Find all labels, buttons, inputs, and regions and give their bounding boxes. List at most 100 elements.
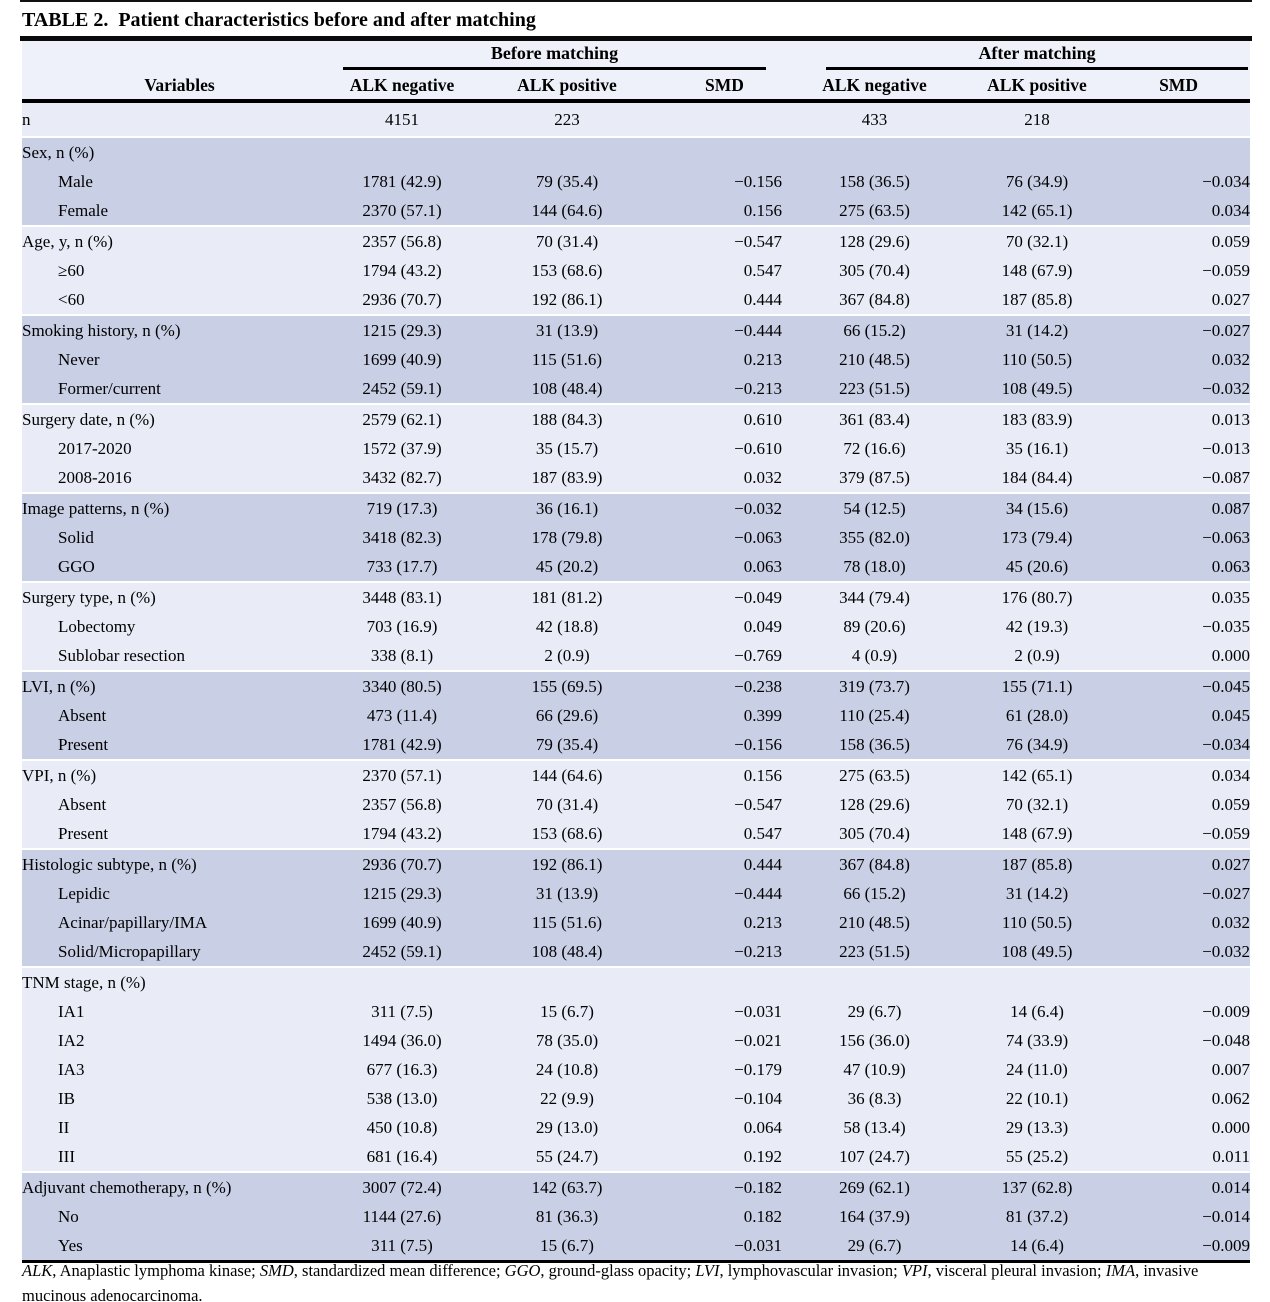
cell-before-alk-positive: 70 (31.4) — [467, 790, 667, 819]
row-label: Solid/Micropapillary — [22, 937, 337, 967]
cell-before-alk-positive: 2 (0.9) — [467, 641, 667, 671]
cell-after-alk-positive: 184 (84.4) — [967, 463, 1107, 493]
cell-before-smd: −0.031 — [667, 997, 782, 1026]
table-row: Adjuvant chemotherapy, n (%) 3007 (72.4) 1… — [22, 1171, 1251, 1202]
footnote-abbreviation: IMA — [1105, 1261, 1136, 1280]
cell-before-alk-positive: 31 (13.9) — [467, 314, 667, 345]
table-section: Smoking history, n (%) 1215 (29.3) 31 (13.… — [22, 314, 1251, 404]
cell-before-alk-negative: 473 (11.4) — [337, 701, 467, 730]
cell-before-alk-negative: 1781 (42.9) — [337, 167, 467, 196]
cell-after-smd — [1107, 966, 1251, 997]
cell-after-smd: −0.027 — [1107, 314, 1251, 345]
cell-after-alk-positive: 155 (71.1) — [967, 670, 1107, 701]
cell-before-alk-negative: 311 (7.5) — [337, 1231, 467, 1262]
table-section: Sex, n (%) Male 1781 (42.9) 79 (35.4) −0.156… — [22, 136, 1251, 226]
row-label: Image patterns, n (%) — [22, 492, 337, 523]
cell-before-alk-positive: 15 (6.7) — [467, 997, 667, 1026]
cell-before-alk-positive — [467, 966, 667, 997]
cell-after-alk-negative: 344 (79.4) — [782, 581, 967, 612]
cell-before-alk-positive: 15 (6.7) — [467, 1231, 667, 1262]
cell-after-smd: −0.059 — [1107, 256, 1251, 285]
cell-after-smd: −0.032 — [1107, 374, 1251, 404]
cell-after-alk-negative: 210 (48.5) — [782, 345, 967, 374]
cell-before-smd: −0.031 — [667, 1231, 782, 1262]
cell-before-alk-positive: 144 (64.6) — [467, 196, 667, 226]
cell-before-smd: −0.238 — [667, 670, 782, 701]
cell-after-alk-positive: 81 (37.2) — [967, 1202, 1107, 1231]
row-label: Age, y, n (%) — [22, 225, 337, 256]
table-section: VPI, n (%) 2370 (57.1) 144 (64.6) 0.156 275 … — [22, 759, 1251, 849]
col-header-after-smd: SMD — [1107, 71, 1251, 103]
cell-before-alk-negative: 3007 (72.4) — [337, 1171, 467, 1202]
cell-after-alk-positive: 74 (33.9) — [967, 1026, 1107, 1055]
cell-after-smd: 0.007 — [1107, 1055, 1251, 1084]
row-label: Lobectomy — [22, 612, 337, 641]
cell-after-alk-negative: 4 (0.9) — [782, 641, 967, 671]
table-number: TABLE 2. — [22, 9, 109, 31]
group-before-label: Before matching — [343, 43, 766, 70]
cell-after-smd: −0.009 — [1107, 1231, 1251, 1262]
cell-before-alk-negative: 1572 (37.9) — [337, 434, 467, 463]
row-label: III — [22, 1142, 337, 1172]
cell-after-alk-negative: 29 (6.7) — [782, 1231, 967, 1262]
cell-after-alk-negative: 66 (15.2) — [782, 879, 967, 908]
cell-after-alk-positive: 137 (62.8) — [967, 1171, 1107, 1202]
cell-before-smd: 0.182 — [667, 1202, 782, 1231]
cell-before-smd: 0.444 — [667, 848, 782, 879]
row-label: Absent — [22, 790, 337, 819]
cell-after-alk-negative: 36 (8.3) — [782, 1084, 967, 1113]
top-rule — [20, 0, 1252, 2]
cell-before-alk-positive: 181 (81.2) — [467, 581, 667, 612]
cell-before-alk-positive: 35 (15.7) — [467, 434, 667, 463]
cell-before-alk-negative: 1215 (29.3) — [337, 314, 467, 345]
row-label: GGO — [22, 552, 337, 582]
cell-before-smd: −0.213 — [667, 374, 782, 404]
row-label: Surgery date, n (%) — [22, 403, 337, 434]
cell-before-alk-positive: 155 (69.5) — [467, 670, 667, 701]
col-header-before-alk-negative: ALK negative — [337, 71, 467, 103]
row-label: 2008-2016 — [22, 463, 337, 493]
cell-after-alk-positive: 61 (28.0) — [967, 701, 1107, 730]
cell-before-smd: 0.399 — [667, 701, 782, 730]
patient-characteristics-table: Before matching After matching Variables… — [22, 41, 1251, 1263]
table-row: II 450 (10.8) 29 (13.0) 0.064 58 (13.4) 29 (1… — [22, 1113, 1251, 1142]
table-header: Before matching After matching Variables… — [22, 41, 1251, 103]
cell-before-alk-negative: 1794 (43.2) — [337, 819, 467, 849]
cell-after-alk-negative: 433 — [782, 100, 967, 137]
cell-after-alk-negative: 128 (29.6) — [782, 225, 967, 256]
title-rule — [20, 36, 1252, 41]
table-section: Adjuvant chemotherapy, n (%) 3007 (72.4) 1… — [22, 1171, 1251, 1262]
cell-before-alk-negative: 1699 (40.9) — [337, 908, 467, 937]
cell-before-alk-positive: 187 (83.9) — [467, 463, 667, 493]
table-row: Sublobar resection 338 (8.1) 2 (0.9) −0.769… — [22, 641, 1251, 671]
cell-before-alk-positive: 79 (35.4) — [467, 167, 667, 196]
cell-after-alk-positive: 24 (11.0) — [967, 1055, 1107, 1084]
cell-after-alk-positive: 14 (6.4) — [967, 1231, 1107, 1262]
cell-before-smd: 0.547 — [667, 256, 782, 285]
cell-before-alk-negative: 1794 (43.2) — [337, 256, 467, 285]
cell-before-alk-positive: 115 (51.6) — [467, 908, 667, 937]
cell-before-alk-negative: 1144 (27.6) — [337, 1202, 467, 1231]
cell-before-alk-positive: 42 (18.8) — [467, 612, 667, 641]
table-row: Former/current 2452 (59.1) 108 (48.4) −0.21… — [22, 374, 1251, 404]
cell-before-smd: 0.547 — [667, 819, 782, 849]
cell-before-alk-positive: 115 (51.6) — [467, 345, 667, 374]
table-row: LVI, n (%) 3340 (80.5) 155 (69.5) −0.238 319… — [22, 670, 1251, 701]
table-row: Yes 311 (7.5) 15 (6.7) −0.031 29 (6.7) 14 (6.… — [22, 1231, 1251, 1262]
cell-after-alk-positive: 29 (13.3) — [967, 1113, 1107, 1142]
table-row: TNM stage, n (%) — [22, 966, 1251, 997]
row-label: Female — [22, 196, 337, 226]
cell-before-smd: 0.213 — [667, 345, 782, 374]
cell-after-alk-negative: 275 (63.5) — [782, 196, 967, 226]
cell-before-smd: 0.610 — [667, 403, 782, 434]
cell-before-smd: 0.032 — [667, 463, 782, 493]
cell-after-alk-positive: 31 (14.2) — [967, 879, 1107, 908]
cell-before-alk-positive: 188 (84.3) — [467, 403, 667, 434]
cell-after-alk-positive: 110 (50.5) — [967, 908, 1107, 937]
cell-after-alk-positive: 183 (83.9) — [967, 403, 1107, 434]
cell-before-alk-positive: 29 (13.0) — [467, 1113, 667, 1142]
cell-after-alk-negative: 158 (36.5) — [782, 730, 967, 760]
row-label: No — [22, 1202, 337, 1231]
table-row: Present 1794 (43.2) 153 (68.6) 0.547 305 (70… — [22, 819, 1251, 849]
cell-before-alk-positive: 79 (35.4) — [467, 730, 667, 760]
